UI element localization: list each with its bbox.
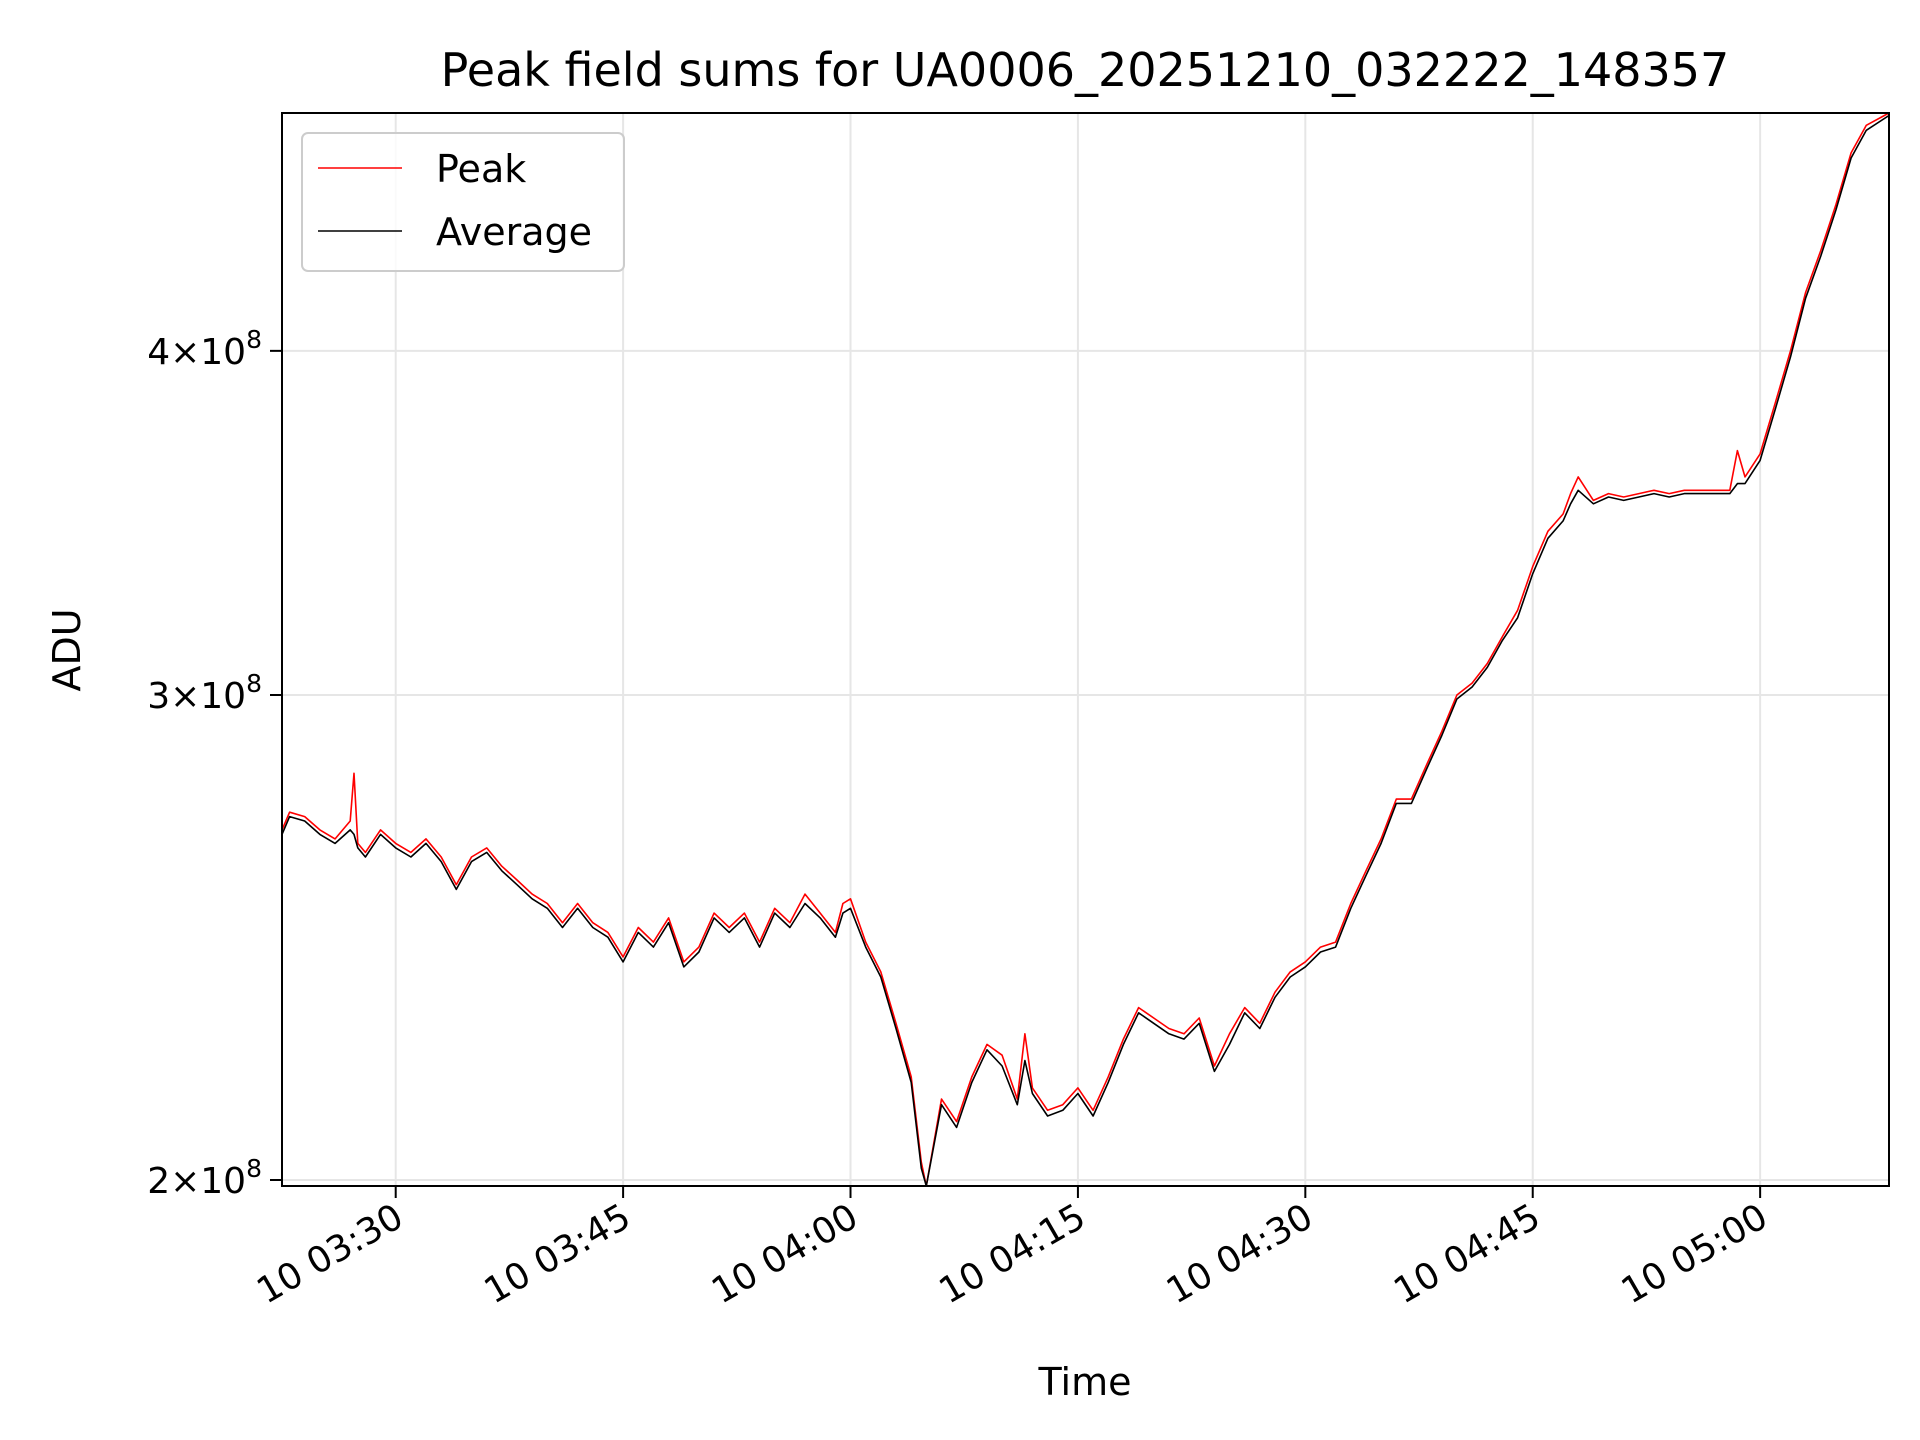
y-tick-label: 3×108 (147, 669, 262, 717)
y-tick-label: 4×108 (147, 325, 262, 373)
y-tick-exponent: 8 (246, 669, 262, 698)
legend-label-peak: Peak (436, 147, 526, 191)
y-tick-label: 2×108 (147, 1154, 262, 1202)
x-axis-label: Time (1038, 1360, 1132, 1404)
plot-frame (281, 112, 1890, 1187)
y-tick-mantissa: 2 (147, 1161, 170, 1202)
y-tick-exponent: 8 (246, 325, 262, 354)
series-line-average (281, 114, 1890, 1187)
y-tick-times: ×10 (170, 1161, 246, 1202)
y-tick-times: ×10 (170, 676, 246, 717)
y-axis-label: ADU (45, 608, 89, 691)
plot-area (282, 113, 1889, 1186)
y-tick-mantissa: 3 (147, 676, 170, 717)
legend-label-average: Average (436, 210, 592, 254)
grid (282, 113, 1889, 1186)
legend: Peak Average (301, 132, 625, 272)
y-tick-exponent: 8 (246, 1154, 262, 1183)
chart-title: Peak field sums for UA0006_20251210_0322… (441, 43, 1730, 97)
y-tick-times: ×10 (170, 332, 246, 373)
y-tick-mantissa: 4 (147, 332, 170, 373)
series-layer (281, 112, 1890, 1187)
series-line-peak (281, 112, 1890, 1187)
